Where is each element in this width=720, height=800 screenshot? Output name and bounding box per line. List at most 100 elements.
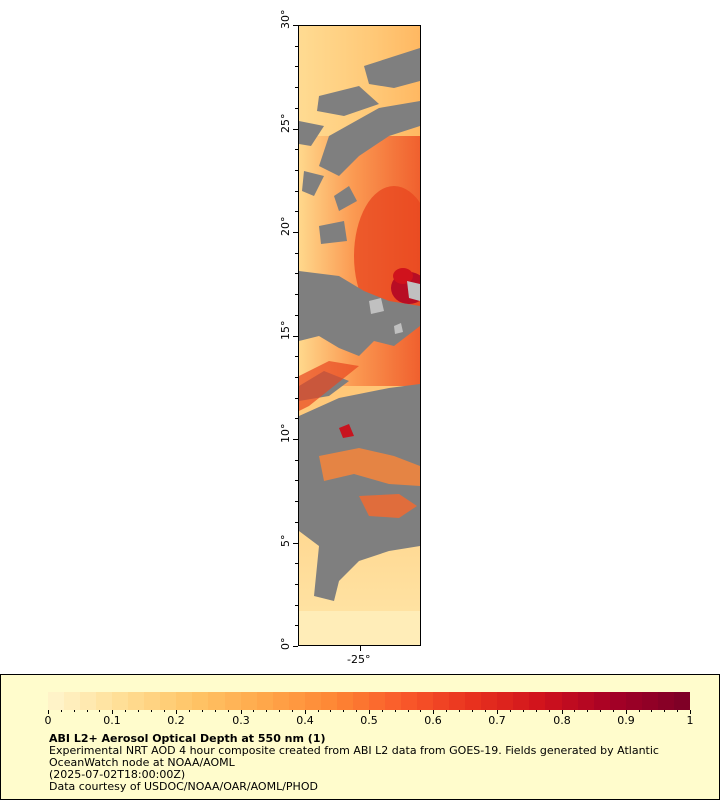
colorbar-major-tick [562, 710, 563, 714]
colorbar-segment [449, 692, 466, 710]
aod-map[interactable] [298, 25, 421, 646]
colorbar-minor-tick [459, 710, 460, 712]
colorbar-minor-tick [536, 710, 537, 712]
lat-minor-tick [295, 480, 298, 481]
lat-minor-tick [293, 646, 298, 647]
lat-minor-tick [295, 377, 298, 378]
legend-panel: 0 0.1 0.2 0.3 0.4 0.5 0.6 0.7 0.8 0.9 1 ABI L2+ Ae… [0, 674, 720, 800]
lat-minor-tick [295, 170, 298, 171]
colorbar-segment [417, 692, 434, 710]
lat-minor-tick [295, 522, 298, 523]
legend-description-line-2: OceanWatch node at NOAA/AOML [49, 756, 235, 769]
lat-minor-tick [293, 25, 298, 26]
lat-minor-tick [295, 460, 298, 461]
colorbar-segment [48, 692, 65, 710]
latitude-label: 15° [279, 320, 292, 340]
colorbar-minor-tick [164, 710, 165, 712]
lat-minor-tick [293, 543, 298, 544]
colorbar-segment [609, 692, 626, 710]
colorbar-segment [176, 692, 193, 710]
lat-minor-tick [295, 418, 298, 419]
colorbar-segment [384, 692, 402, 710]
colorbar-minor-tick [228, 710, 229, 712]
colorbar-minor-tick [151, 710, 152, 712]
colorbar-minor-tick [651, 710, 652, 712]
colorbar-segment [224, 692, 241, 710]
colorbar-major-tick [305, 710, 306, 714]
lon-major-tick [360, 646, 361, 651]
colorbar-minor-tick [202, 710, 203, 712]
colorbar-segment [304, 692, 321, 710]
colorbar-minor-tick [125, 710, 126, 712]
colorbar-minor-tick [99, 710, 100, 712]
colorbar-segment [112, 692, 129, 710]
lat-minor-tick [295, 87, 298, 88]
colorbar-major-tick [690, 710, 691, 714]
aod-field [299, 26, 420, 645]
colorbar-minor-tick [420, 710, 421, 712]
colorbar-segment [80, 692, 97, 710]
colorbar-segment [144, 692, 161, 710]
colorbar-minor-tick [408, 710, 409, 712]
colorbar-minor-tick [343, 710, 344, 712]
latitude-label: 10° [279, 423, 292, 444]
colorbar-minor-tick [356, 710, 357, 712]
colorbar-segment [657, 692, 674, 710]
lat-minor-tick [293, 129, 298, 130]
colorbar-tick-label: 0.3 [232, 714, 250, 727]
colorbar-minor-tick [330, 710, 331, 712]
colorbar-segment [497, 692, 514, 710]
lat-minor-tick [295, 46, 298, 47]
colorbar-segment [128, 692, 145, 710]
colorbar [48, 692, 690, 710]
colorbar-minor-tick [279, 710, 280, 712]
colorbar-major-tick [626, 710, 627, 714]
colorbar-tick-label: 0.9 [617, 714, 635, 727]
lat-minor-tick [293, 232, 298, 233]
colorbar-minor-tick [215, 710, 216, 712]
colorbar-tick-label: 0.2 [167, 714, 185, 727]
colorbar-major-tick [241, 710, 242, 714]
lat-minor-tick [295, 563, 298, 564]
colorbar-minor-tick [189, 710, 190, 712]
colorbar-segment [545, 692, 562, 710]
colorbar-minor-tick [87, 710, 88, 712]
colorbar-minor-tick [138, 710, 139, 712]
colorbar-tick-label: 0.7 [488, 714, 506, 727]
colorbar-segment [160, 692, 177, 710]
colorbar-segment [593, 692, 610, 710]
colorbar-minor-tick [266, 710, 267, 712]
colorbar-tick-label: 0 [44, 714, 52, 727]
lat-minor-tick [295, 356, 298, 357]
legend-timestamp: (2025-07-02T18:00:00Z) [49, 768, 186, 781]
colorbar-segment [401, 692, 418, 710]
colorbar-minor-tick [446, 710, 447, 712]
legend-description-line-1: Experimental NRT AOD 4 hour composite cr… [49, 744, 659, 757]
colorbar-minor-tick [677, 710, 678, 712]
lat-minor-tick [295, 584, 298, 585]
colorbar-minor-tick [600, 710, 601, 712]
latitude-label: 5° [279, 534, 292, 547]
lat-minor-tick [295, 149, 298, 150]
colorbar-segment [352, 692, 369, 710]
colorbar-tick-label: 0.5 [360, 714, 378, 727]
colorbar-major-tick [48, 710, 49, 714]
colorbar-minor-tick [587, 710, 588, 712]
lat-minor-tick [295, 625, 298, 626]
colorbar-minor-tick [549, 710, 550, 712]
colorbar-tick-label: 0.1 [103, 714, 121, 727]
colorbar-tick-label: 0.4 [296, 714, 314, 727]
colorbar-segment [513, 692, 530, 710]
lat-minor-tick [295, 253, 298, 254]
colorbar-minor-tick [664, 710, 665, 712]
latitude-label: 0° [279, 637, 292, 651]
longitude-label: -25° [347, 653, 371, 666]
colorbar-segment [433, 692, 450, 710]
colorbar-segment [577, 692, 594, 710]
legend-title: ABI L2+ Aerosol Optical Depth at 550 nm … [49, 732, 326, 745]
colorbar-minor-tick [292, 710, 293, 712]
colorbar-tick-label: 0.8 [553, 714, 571, 727]
lat-minor-tick [295, 315, 298, 316]
lat-minor-tick [293, 336, 298, 337]
colorbar-segment [192, 692, 209, 710]
